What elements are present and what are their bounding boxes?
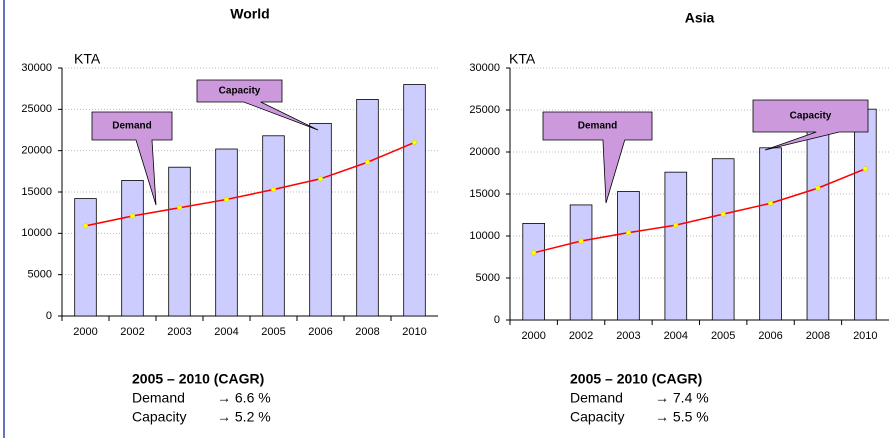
y-tick-label: 0 bbox=[494, 314, 500, 326]
bar bbox=[617, 191, 640, 321]
bar bbox=[262, 135, 285, 317]
y-tick-label: 20000 bbox=[469, 146, 500, 158]
bar bbox=[356, 99, 379, 317]
demand-marker bbox=[531, 250, 537, 256]
x-tick-label: 2008 bbox=[806, 330, 830, 342]
x-tick-label: 2010 bbox=[853, 330, 877, 342]
demand-marker bbox=[176, 205, 183, 211]
bar bbox=[168, 166, 191, 317]
bar bbox=[854, 108, 877, 321]
bar bbox=[215, 148, 238, 317]
x-tick-label: 2008 bbox=[355, 326, 379, 338]
callout-box bbox=[752, 99, 869, 151]
y-tick-label: 30000 bbox=[21, 62, 52, 74]
x-tick-label: 2003 bbox=[616, 330, 640, 342]
demand-marker bbox=[223, 196, 230, 202]
bar bbox=[309, 122, 332, 317]
cagr-value: → 6.6 % bbox=[217, 390, 271, 406]
y-tick-label: 25000 bbox=[469, 104, 500, 116]
bar bbox=[403, 84, 426, 317]
callout-box bbox=[91, 111, 173, 206]
demand-marker bbox=[270, 186, 277, 193]
callout-box bbox=[542, 111, 653, 204]
y-tick-label: 0 bbox=[46, 310, 52, 322]
bar bbox=[806, 129, 830, 321]
x-tick-label: 2004 bbox=[214, 326, 238, 338]
x-tick-label: 2005 bbox=[711, 330, 735, 342]
y-tick-label: 25000 bbox=[21, 103, 52, 115]
demand-line bbox=[85, 141, 415, 227]
cagr-label: Demand bbox=[570, 390, 623, 406]
x-tick-label: 2000 bbox=[521, 330, 545, 342]
demand-marker bbox=[720, 211, 726, 217]
cagr-value: → 5.2 % bbox=[217, 409, 271, 425]
callout-label: Capacity bbox=[790, 111, 832, 122]
x-tick-label: 2002 bbox=[569, 330, 593, 342]
x-tick-label: 2006 bbox=[758, 330, 782, 342]
cagr-title: 2005 – 2010 (CAGR) bbox=[570, 371, 702, 387]
cagr-label: Demand bbox=[132, 390, 185, 406]
callout-label: Capacity bbox=[219, 86, 261, 97]
callout-box bbox=[196, 79, 319, 131]
chart-title: Asia bbox=[685, 10, 715, 26]
chart-title: World bbox=[230, 6, 269, 22]
y-tick-label: 10000 bbox=[469, 230, 500, 242]
demand-line bbox=[533, 168, 866, 254]
y-axis-label: KTA bbox=[74, 51, 101, 67]
demand-marker bbox=[82, 223, 89, 229]
demand-marker bbox=[862, 166, 868, 172]
y-tick-label: 15000 bbox=[469, 188, 500, 200]
bar bbox=[121, 180, 144, 317]
demand-marker bbox=[411, 139, 418, 145]
y-tick-label: 20000 bbox=[21, 145, 52, 157]
demand-marker bbox=[364, 159, 371, 165]
bar bbox=[664, 171, 688, 321]
x-tick-label: 2010 bbox=[402, 326, 426, 338]
y-tick-label: 5000 bbox=[28, 269, 52, 281]
demand-marker bbox=[815, 185, 821, 191]
bar bbox=[711, 158, 735, 321]
y-tick-label: 5000 bbox=[476, 272, 500, 284]
x-tick-label: 2004 bbox=[664, 330, 688, 342]
cagr-label: Capacity bbox=[132, 409, 186, 425]
demand-marker bbox=[625, 230, 631, 236]
bar bbox=[569, 204, 593, 321]
demand-marker bbox=[578, 238, 584, 244]
x-tick-label: 2002 bbox=[120, 326, 144, 338]
y-tick-label: 10000 bbox=[21, 227, 52, 239]
bar bbox=[74, 198, 97, 317]
x-tick-label: 2000 bbox=[73, 326, 97, 338]
x-tick-label: 2003 bbox=[167, 326, 191, 338]
y-axis-label: KTA bbox=[509, 51, 536, 67]
y-tick-label: 30000 bbox=[469, 62, 500, 74]
bar bbox=[759, 147, 782, 321]
demand-marker bbox=[673, 222, 679, 228]
x-tick-label: 2006 bbox=[308, 326, 332, 338]
demand-marker bbox=[317, 176, 324, 182]
demand-marker bbox=[768, 200, 774, 206]
y-tick-label: 15000 bbox=[21, 186, 52, 198]
bar bbox=[522, 222, 545, 321]
cagr-value: → 7.4 % bbox=[655, 390, 709, 406]
cagr-label: Capacity bbox=[570, 409, 624, 425]
callout-label: Demand bbox=[578, 121, 617, 132]
x-tick-label: 2005 bbox=[261, 326, 285, 338]
cagr-value: → 5.5 % bbox=[655, 409, 709, 425]
cagr-title: 2005 – 2010 (CAGR) bbox=[132, 371, 264, 387]
demand-marker bbox=[129, 213, 136, 219]
callout-label: Demand bbox=[112, 121, 151, 132]
